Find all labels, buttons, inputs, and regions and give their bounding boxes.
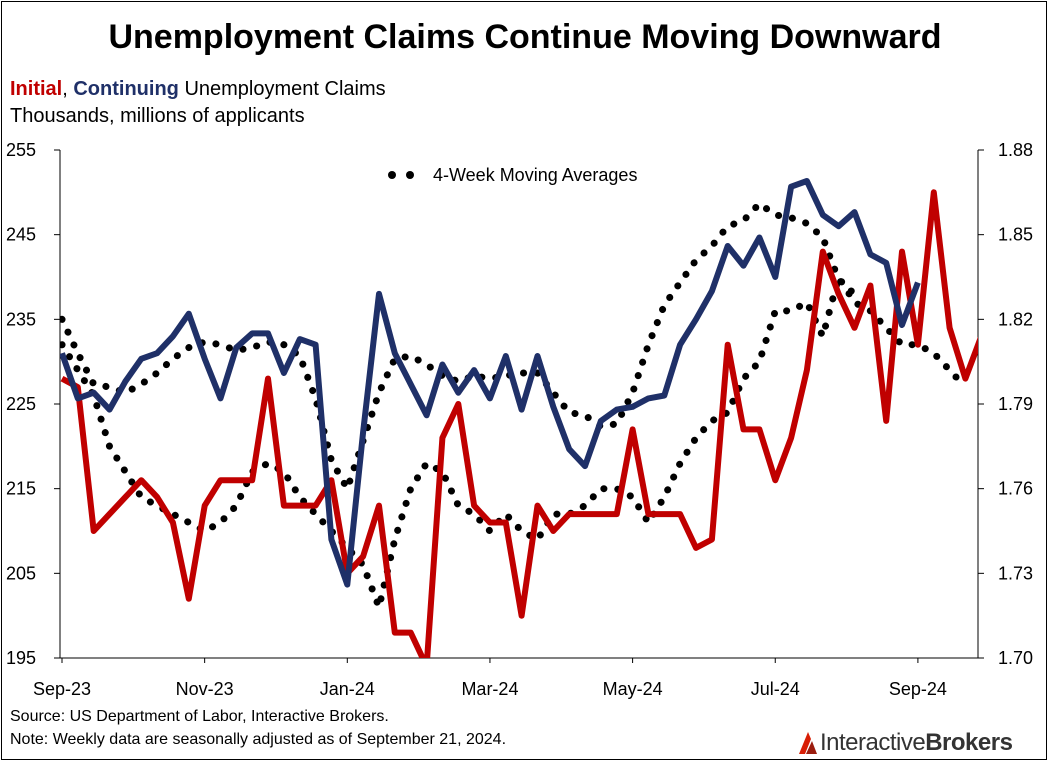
- left-y-tick-label: 245: [6, 225, 36, 245]
- subtitle-rest: Unemployment Claims: [178, 78, 386, 100]
- chart-title: Unemployment Claims Continue Moving Down…: [108, 18, 942, 56]
- left-y-tick-label: 195: [6, 648, 36, 668]
- interactive-brokers-logo: InteractiveBrokers: [796, 728, 1013, 758]
- continuing-claims-line: [60, 178, 921, 588]
- right-y-tick-label: 1.76: [998, 479, 1033, 499]
- subtitle-continuing: Continuing: [73, 78, 179, 100]
- right-y-tick-label: 1.79: [998, 394, 1033, 414]
- logo-text: InteractiveBrokers: [820, 729, 1013, 757]
- right-y-tick-label: 1.85: [998, 225, 1033, 245]
- left-y-tick-label: 235: [6, 309, 36, 329]
- legend-label: 4-Week Moving Averages: [433, 165, 637, 185]
- right-y-tick-label: 1.73: [998, 563, 1033, 583]
- logo-text-brokers: Brokers: [925, 729, 1013, 756]
- brokers-logo-icon: [799, 732, 817, 754]
- x-tick-label: Sep-24: [889, 679, 947, 699]
- subtitle-initial: Initial: [10, 78, 63, 100]
- right-y-tick-label: 1.70: [998, 648, 1033, 668]
- legend-dot: [388, 171, 396, 179]
- x-tick-label: Sep-23: [33, 679, 91, 699]
- source-note: Source: US Department of Labor, Interact…: [10, 708, 389, 725]
- x-tick-label: Jul-24: [751, 679, 800, 699]
- x-tick-label: Mar-24: [461, 679, 518, 699]
- right-y-tick-label: 1.82: [998, 309, 1033, 329]
- subtitle-separator: ,: [62, 78, 74, 100]
- left-y-tick-label: 225: [6, 394, 36, 414]
- units-label: Thousands, millions of applicants: [10, 105, 305, 127]
- x-tick-label: Nov-23: [176, 679, 234, 699]
- logo-text-interactive: Interactive: [820, 729, 926, 756]
- data-note: Note: Weekly data are seasonally adjuste…: [10, 731, 507, 748]
- left-y-tick-label: 255: [6, 140, 36, 160]
- initial-claims-line: [60, 189, 978, 658]
- x-tick-label: May-24: [603, 679, 663, 699]
- left-y-tick-label: 205: [6, 563, 36, 583]
- right-y-tick-label: 1.88: [998, 140, 1033, 160]
- legend-dot: [406, 171, 414, 179]
- x-tick-label: Jan-24: [320, 679, 375, 699]
- continuing-moving-average-line: [60, 200, 858, 493]
- left-y-tick-label: 215: [6, 479, 36, 499]
- chart-subtitle: Initial, Continuing Unemployment Claims: [10, 78, 386, 101]
